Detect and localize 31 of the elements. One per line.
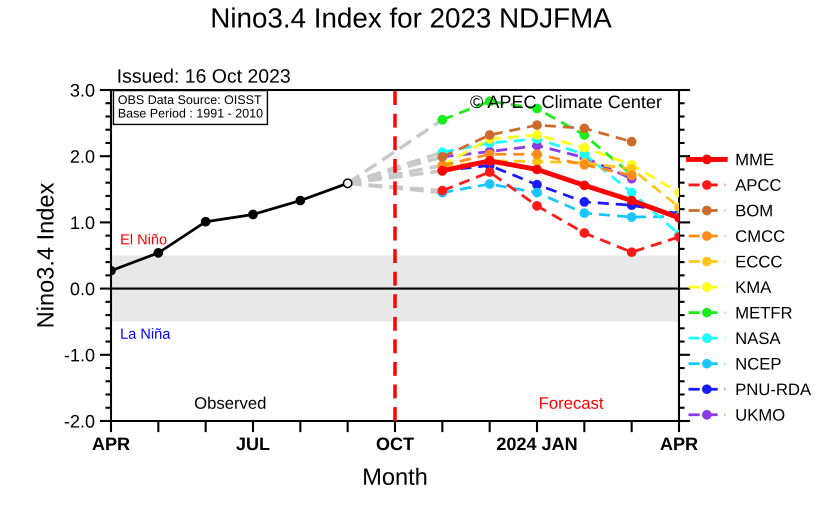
legend-label: PNU-RDA xyxy=(736,384,812,396)
annotation: El Niño xyxy=(121,234,166,245)
x-tick-label: APR xyxy=(92,438,130,450)
annotation: OBS Data Source: OISST Base Period : 1991 - 2010 xyxy=(118,95,263,118)
x-tick-label: APR xyxy=(660,438,698,450)
x-axis-title: Month xyxy=(364,468,426,486)
x-tick-label: OCT xyxy=(376,437,414,450)
y-tick-label: -1.0 xyxy=(64,348,94,362)
legend-label: ECCC xyxy=(736,256,782,268)
legend-label: METFR xyxy=(736,306,792,318)
legend-label: UKMO xyxy=(736,408,784,421)
annotation: Observed xyxy=(194,396,266,409)
legend-label: CMCC xyxy=(736,230,785,242)
y-tick-label: 1.0 xyxy=(71,216,94,230)
x-tick-label: JUL xyxy=(236,438,270,450)
y-tick-label: 2.0 xyxy=(70,150,94,163)
chart-subtitle: Issued: 16 Oct 2023 xyxy=(118,68,290,83)
legend-label: KMA xyxy=(736,281,772,293)
annotation: Forecast xyxy=(540,397,604,409)
chart-title: Nino3.4 Index for 2023 NDJFMA xyxy=(212,7,612,28)
legend-label: NCEP xyxy=(736,358,781,370)
legend-label: NASA xyxy=(736,332,781,344)
legend-label: APCC xyxy=(735,179,781,191)
legend-label: BOM xyxy=(736,204,772,216)
legend-label: MME xyxy=(736,154,774,166)
y-tick-label: 0.0 xyxy=(70,282,94,296)
y-tick-label: 3.0 xyxy=(70,84,94,97)
y-tick-label: -2.0 xyxy=(64,414,94,428)
annotation: La Niña xyxy=(121,328,170,339)
x-tick-label: 2024 JAN xyxy=(496,437,576,450)
y-axis-title: Nino3.4 Index xyxy=(36,182,54,326)
